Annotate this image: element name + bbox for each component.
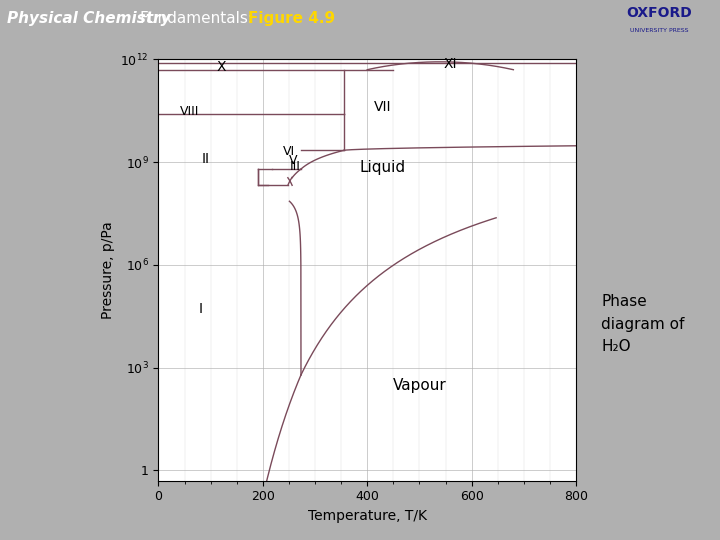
Text: OXFORD: OXFORD <box>626 6 692 20</box>
Text: Vapour: Vapour <box>392 378 446 393</box>
Text: II: II <box>202 152 210 166</box>
Text: Fundamentals:: Fundamentals: <box>140 11 258 26</box>
Text: XI: XI <box>444 57 457 71</box>
X-axis label: Temperature, T/K: Temperature, T/K <box>307 509 427 523</box>
Text: VII: VII <box>374 100 392 114</box>
Text: VIII: VIII <box>180 105 199 118</box>
Text: VI: VI <box>283 145 295 158</box>
Y-axis label: Pressure, p/Pa: Pressure, p/Pa <box>101 221 115 319</box>
Text: Liquid: Liquid <box>360 160 406 175</box>
Text: Physical Chemistry: Physical Chemistry <box>7 11 171 26</box>
Text: Phase
diagram of
H₂O: Phase diagram of H₂O <box>601 294 685 354</box>
Text: V: V <box>289 154 297 167</box>
Text: UNIVERSITY PRESS: UNIVERSITY PRESS <box>629 28 688 33</box>
Text: X: X <box>216 60 226 74</box>
Text: III: III <box>290 160 301 173</box>
Text: Figure 4.9: Figure 4.9 <box>248 11 336 26</box>
Text: I: I <box>198 302 202 316</box>
